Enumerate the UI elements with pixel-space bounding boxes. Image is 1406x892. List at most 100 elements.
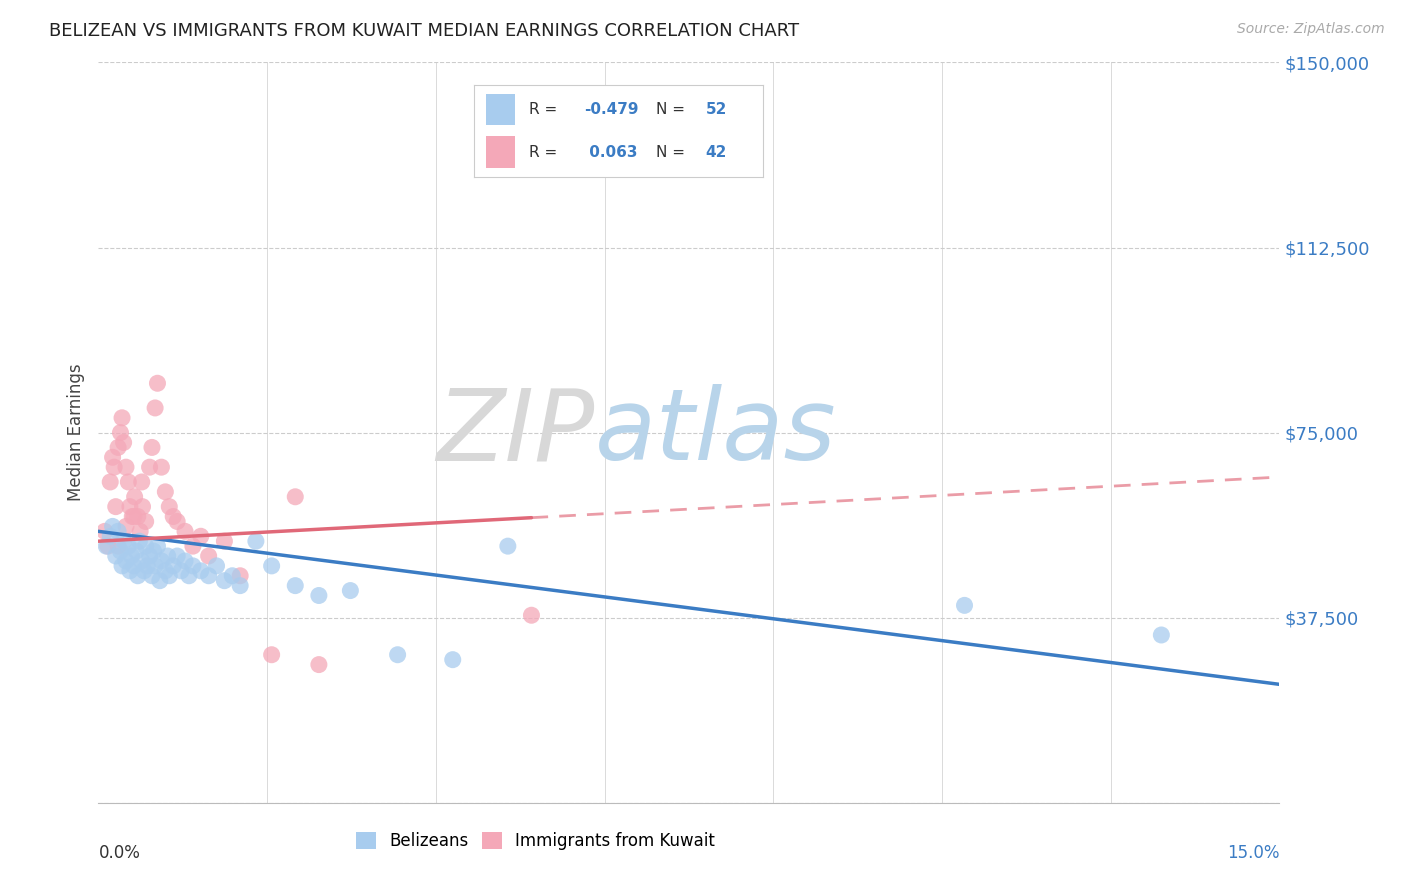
Point (162, 558, 184, 573)
Text: 15.0%: 15.0% (1227, 844, 1279, 862)
Point (127, 568, 149, 582)
Point (135, 515, 157, 529)
Point (166, 515, 188, 529)
Point (104, 549, 127, 563)
Point (205, 558, 228, 573)
Point (115, 554, 138, 568)
Point (170, 564, 193, 578)
Point (127, 509, 149, 524)
Point (157, 500, 180, 514)
Point (112, 534, 135, 549)
Point (174, 524, 197, 539)
Point (157, 568, 180, 582)
Point (107, 524, 129, 539)
Point (93, 524, 115, 539)
Point (131, 475, 153, 489)
Point (122, 558, 145, 573)
Point (131, 500, 153, 514)
Point (197, 568, 219, 582)
Point (118, 500, 141, 514)
Point (111, 558, 134, 573)
Text: BELIZEAN VS IMMIGRANTS FROM KUWAIT MEDIAN EARNINGS CORRELATION CHART: BELIZEAN VS IMMIGRANTS FROM KUWAIT MEDIA… (49, 22, 800, 40)
Point (112, 435, 135, 450)
Point (308, 657, 330, 672)
Point (107, 539, 129, 553)
Point (115, 519, 138, 533)
Point (97, 539, 120, 553)
Point (132, 564, 155, 578)
Point (124, 490, 146, 504)
Point (143, 401, 166, 415)
Point (197, 549, 219, 563)
Point (155, 484, 177, 499)
Point (1150, 628, 1173, 642)
Point (229, 568, 252, 582)
Point (229, 579, 252, 593)
Point (181, 539, 204, 553)
Point (308, 589, 330, 603)
Point (141, 441, 163, 455)
Point (136, 558, 159, 573)
Point (101, 519, 124, 533)
Text: Source: ZipAtlas.com: Source: ZipAtlas.com (1237, 22, 1385, 37)
Point (174, 554, 197, 568)
Y-axis label: Median Earnings: Median Earnings (66, 364, 84, 501)
Point (155, 564, 177, 578)
Text: ZIP: ZIP (436, 384, 595, 481)
Point (115, 460, 138, 475)
Point (101, 450, 124, 465)
Point (214, 534, 236, 549)
Point (129, 524, 152, 539)
Point (245, 534, 267, 549)
Point (141, 568, 163, 582)
Point (142, 544, 165, 558)
Point (125, 544, 148, 558)
Point (117, 539, 139, 553)
Point (162, 509, 184, 524)
Point (98, 475, 121, 489)
Point (110, 544, 132, 558)
Point (98, 529, 121, 543)
Point (146, 376, 169, 391)
Point (122, 509, 145, 524)
Point (135, 539, 157, 553)
Point (110, 425, 132, 440)
Point (339, 583, 361, 598)
Point (166, 549, 188, 563)
Point (387, 648, 409, 662)
Point (118, 564, 141, 578)
Point (96, 539, 118, 553)
Text: atlas: atlas (595, 384, 837, 481)
Point (190, 564, 212, 578)
Point (221, 568, 243, 582)
Point (138, 460, 160, 475)
Point (150, 554, 173, 568)
Point (104, 500, 127, 514)
Point (103, 460, 125, 475)
Point (260, 648, 283, 662)
Point (143, 558, 166, 573)
Point (111, 410, 134, 425)
Point (190, 529, 212, 543)
Point (284, 490, 307, 504)
Point (177, 568, 200, 582)
Point (496, 539, 519, 553)
Point (117, 475, 139, 489)
Legend: Belizeans, Immigrants from Kuwait: Belizeans, Immigrants from Kuwait (356, 832, 716, 850)
Point (156, 549, 179, 563)
Point (150, 460, 173, 475)
Point (260, 558, 283, 573)
Point (131, 554, 153, 568)
Point (121, 509, 143, 524)
Point (181, 558, 204, 573)
Point (441, 653, 464, 667)
Point (953, 599, 976, 613)
Point (149, 574, 172, 588)
Point (107, 441, 129, 455)
Point (121, 549, 143, 563)
Point (138, 549, 160, 563)
Point (146, 539, 169, 553)
Point (520, 608, 543, 623)
Text: 0.0%: 0.0% (98, 844, 141, 862)
Point (128, 534, 150, 549)
